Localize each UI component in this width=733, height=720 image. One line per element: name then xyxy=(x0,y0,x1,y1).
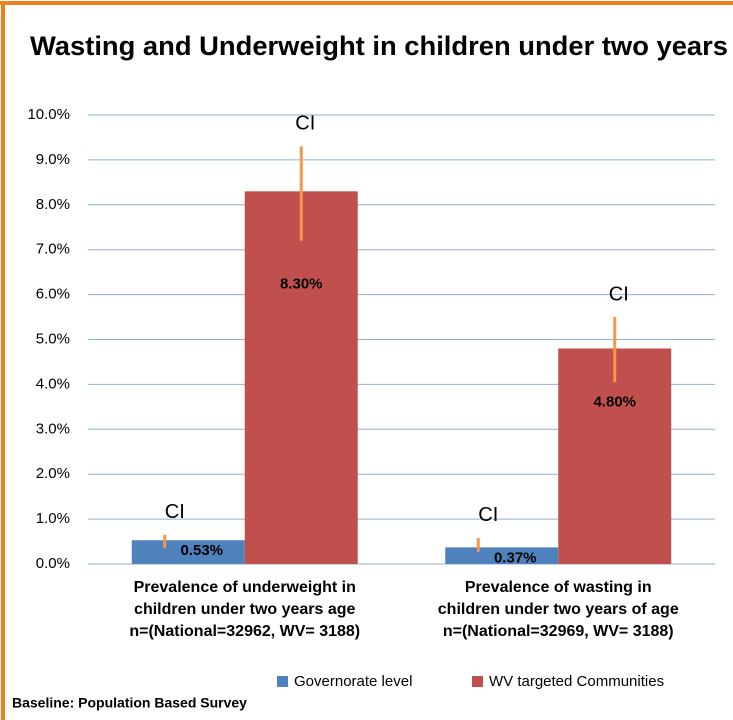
y-tick-label: 6.0% xyxy=(36,286,70,303)
bar xyxy=(558,348,672,564)
bar xyxy=(131,540,245,564)
error-label: CI xyxy=(478,504,498,526)
error-label: CI xyxy=(295,113,315,135)
legend-label: WV targeted Communities xyxy=(489,673,664,690)
value-label: 8.30% xyxy=(280,275,323,292)
y-tick-label: 0.0% xyxy=(36,555,70,572)
value-label: 0.37% xyxy=(494,549,537,566)
error-label: CI xyxy=(609,283,629,305)
legend-swatch xyxy=(277,676,288,687)
y-tick-label: 3.0% xyxy=(36,420,70,437)
legend-swatch xyxy=(472,676,483,687)
y-tick-label: 5.0% xyxy=(36,330,70,347)
x-tick-label: children under two years age xyxy=(134,601,356,618)
x-tick-label: Prevalence of underweight in xyxy=(134,579,356,596)
footnote: Baseline: Population Based Survey xyxy=(12,695,247,711)
x-tick-label: n=(National=32962, WV= 3188) xyxy=(129,623,360,640)
y-tick-label: 1.0% xyxy=(36,510,70,527)
y-tick-label: 9.0% xyxy=(36,151,70,168)
bar xyxy=(244,191,358,564)
y-tick-label: 2.0% xyxy=(36,465,70,482)
error-label: CI xyxy=(165,501,185,523)
y-tick-label: 7.0% xyxy=(36,241,70,258)
legend-label: Governorate level xyxy=(294,673,412,690)
y-tick-label: 10.0% xyxy=(27,106,70,123)
bar xyxy=(445,547,559,564)
y-tick-label: 8.0% xyxy=(36,196,70,213)
value-label: 4.80% xyxy=(593,393,636,410)
x-tick-label: Prevalence of wasting in xyxy=(465,579,652,596)
value-label: 0.53% xyxy=(180,542,223,559)
x-tick-label: n=(National=32969, WV= 3188) xyxy=(443,623,674,640)
chart-title: Wasting and Underweight in children unde… xyxy=(30,31,728,61)
y-tick-label: 4.0% xyxy=(36,375,70,392)
x-tick-label: children under two years of age xyxy=(438,601,679,618)
